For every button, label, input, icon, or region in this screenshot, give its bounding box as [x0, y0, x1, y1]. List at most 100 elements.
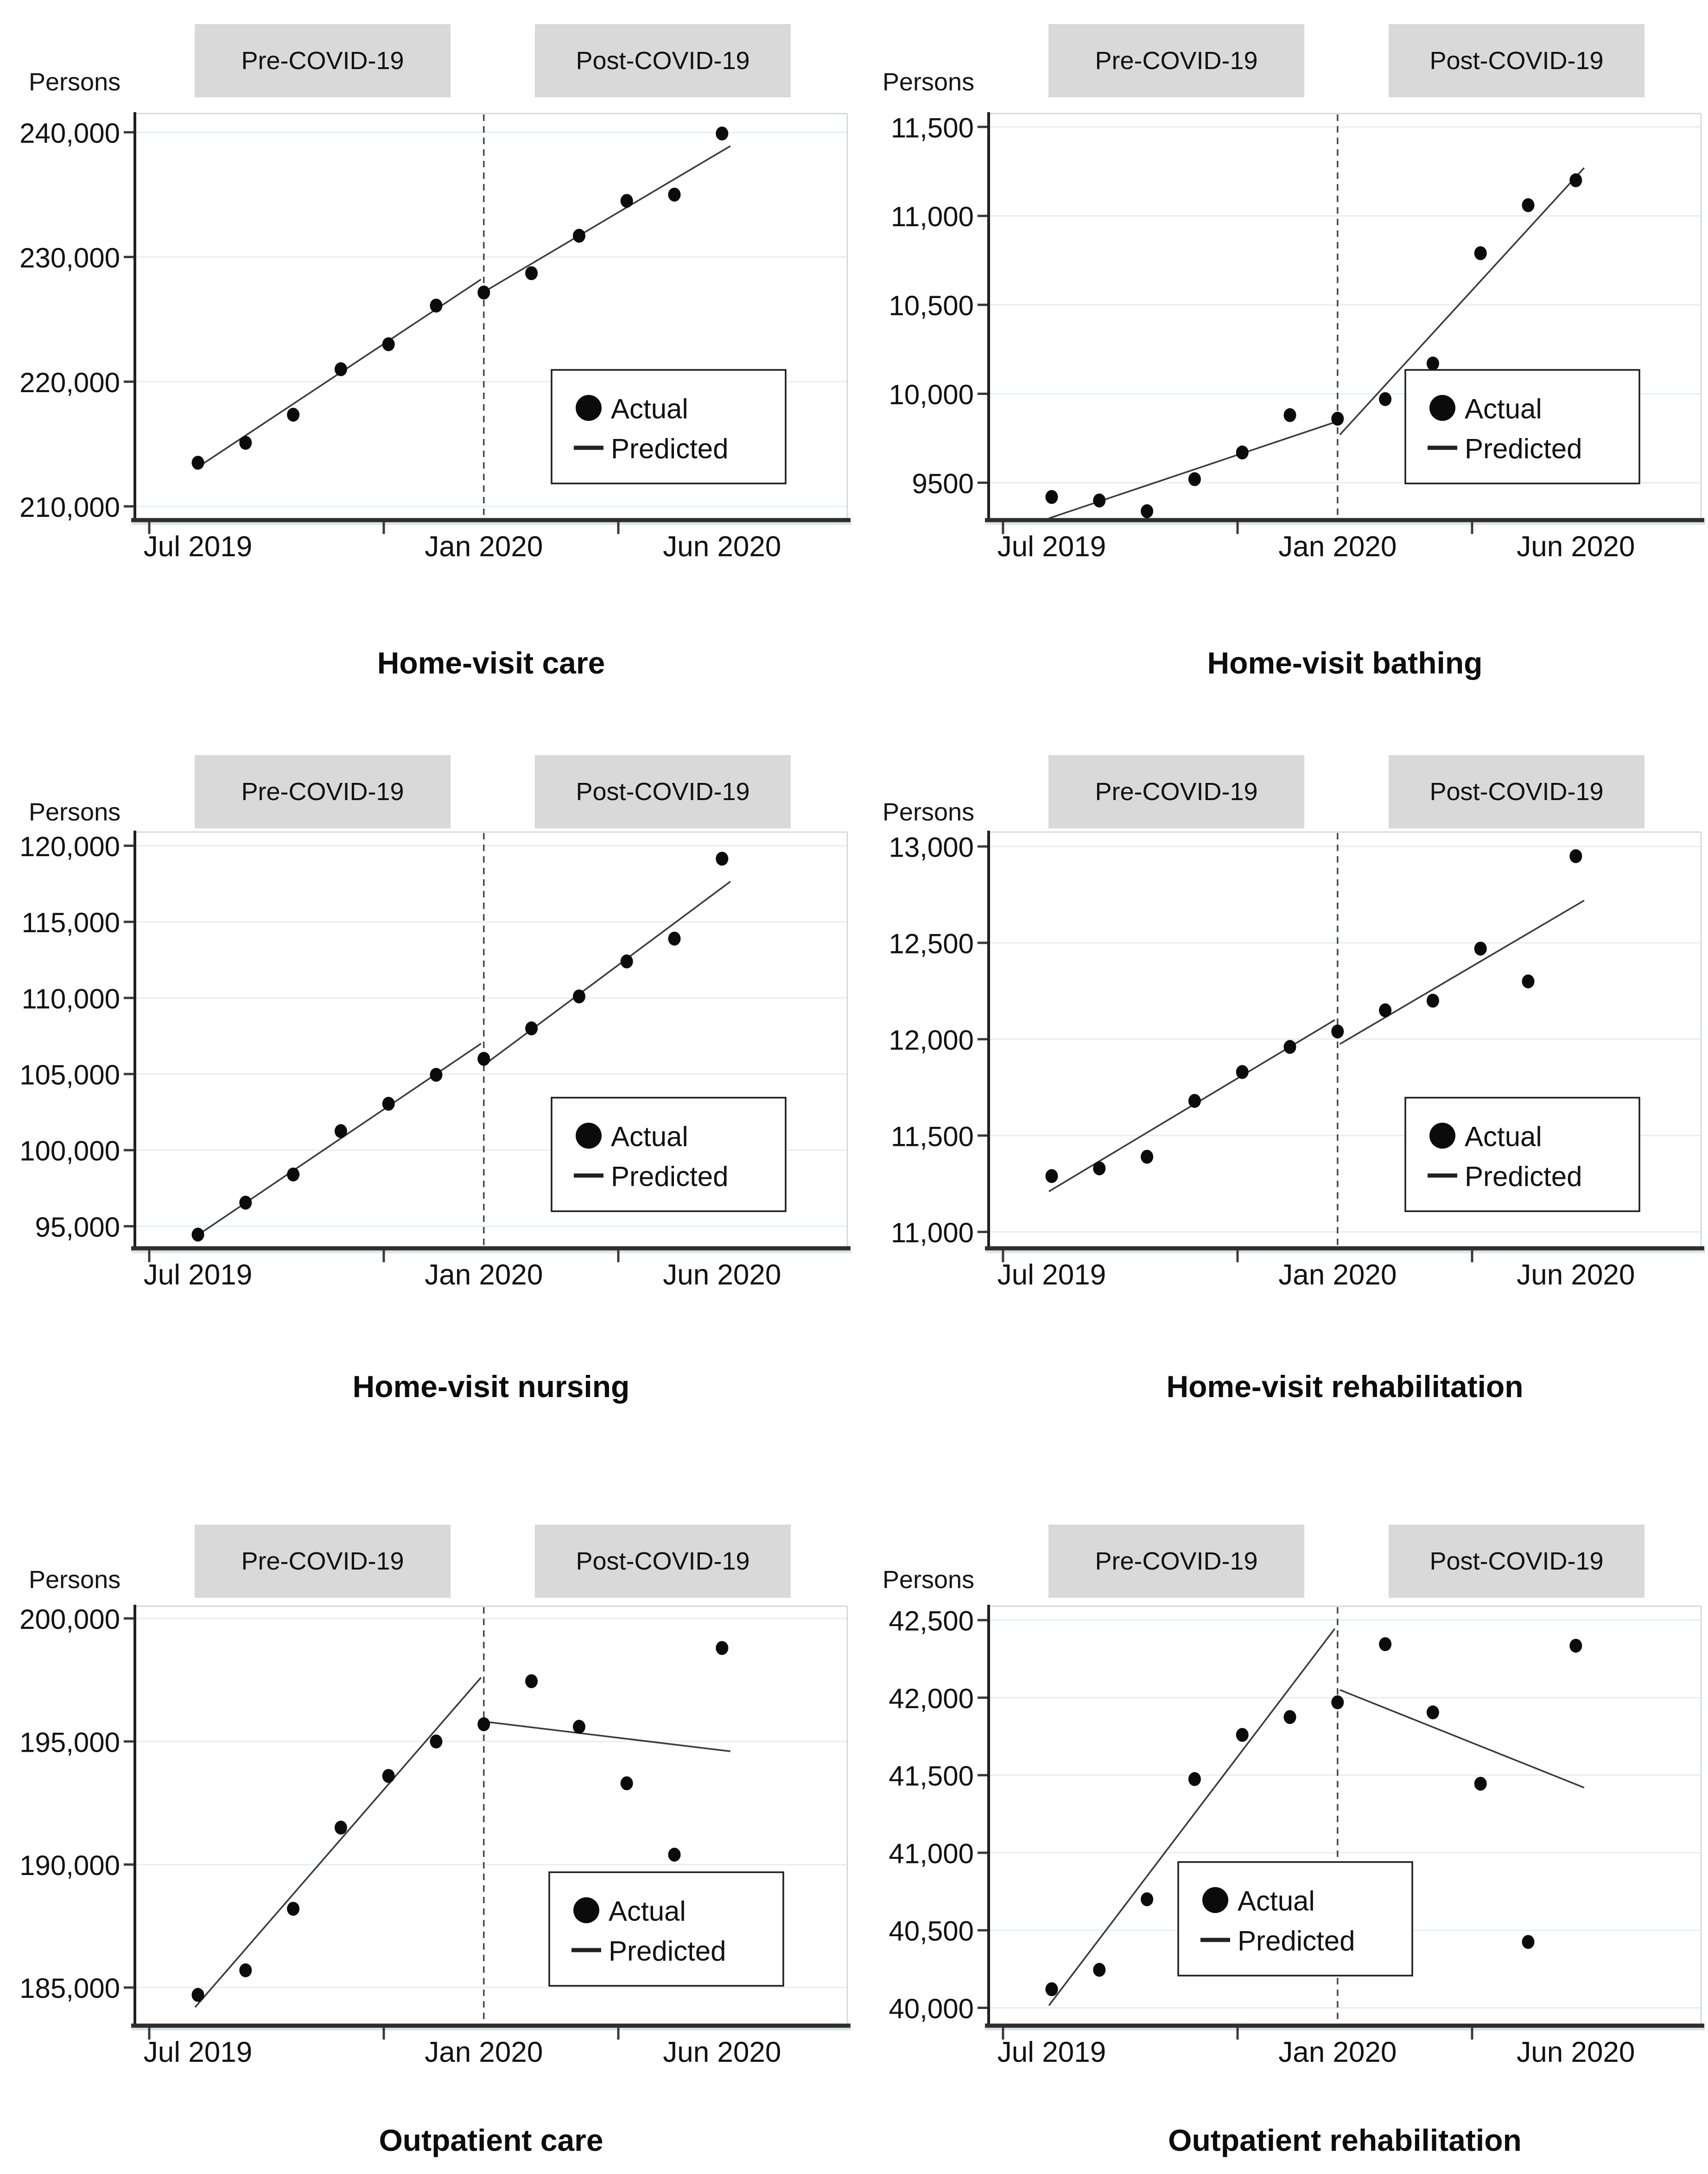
post-covid-period-label: Post-COVID-19 [1389, 24, 1645, 97]
legend-predicted-label: Predicted [611, 433, 728, 464]
actual-data-point [668, 187, 681, 202]
y-tick-label: 185,000 [19, 1973, 120, 2004]
x-tick-label: Jan 2020 [1278, 1259, 1397, 1291]
plot-area: 95,000 100,000 105,000 110,000 115,000 120,00… [19, 831, 851, 1291]
y-axis-unit-label: Persons [883, 68, 975, 96]
predicted-line [1339, 167, 1585, 435]
chart-panel-outpatient-rehabilitation: Persons Pre-COVID-19 Post-COVID-19 40,00… [854, 1449, 1708, 2174]
y-tick-label: 190,000 [19, 1850, 120, 1881]
actual-data-point [1522, 974, 1535, 989]
x-tick-label: Jun 2020 [1517, 531, 1635, 563]
legend-box [1177, 1861, 1413, 1977]
x-tick-label: Jun 2020 [1517, 1259, 1635, 1291]
y-tick-label: 11,500 [891, 112, 974, 143]
y-tick-label: 240,000 [19, 118, 120, 149]
legend-predicted-label: Predicted [611, 1161, 728, 1192]
actual-data-point [1331, 1024, 1344, 1039]
chart-title: Home-visit nursing [352, 1369, 630, 1404]
y-axis-unit-label: Persons [29, 1566, 121, 1594]
actual-data-point [382, 1769, 395, 1783]
actual-data-point [1236, 445, 1249, 460]
predicted-line [485, 145, 731, 292]
chart-panel-outpatient-care: Persons Pre-COVID-19 Post-COVID-19 185,0… [0, 1449, 854, 2174]
x-tick-label: Jan 2020 [1278, 531, 1397, 563]
actual-data-point [1141, 1150, 1154, 1164]
predicted-line [1340, 1689, 1585, 1789]
legend: Actual Predicted [551, 369, 787, 484]
x-axis-shadow [985, 1250, 1705, 1253]
y-tick-label: 42,500 [889, 1606, 974, 1637]
actual-data-point [1426, 356, 1439, 371]
actual-data-point [191, 456, 204, 470]
y-tick-label: 220,000 [19, 367, 120, 398]
actual-data-point [716, 1641, 729, 1655]
actual-data-point [668, 931, 681, 946]
actual-data-point [1522, 198, 1535, 212]
actual-data-point [382, 337, 395, 351]
actual-data-point [1093, 493, 1106, 508]
predicted-line [1048, 1628, 1336, 2006]
actual-data-point [716, 127, 729, 141]
legend-actual-marker [576, 1123, 602, 1149]
actual-data-point [191, 1988, 204, 2002]
chart-title: Outpatient care [379, 2123, 603, 2157]
actual-data-point [1426, 1705, 1439, 1720]
legend-box [1404, 369, 1640, 484]
plot-area: 9500 10,000 10,500 11,000 11,500 Jul 2019 Jan … [889, 112, 1705, 563]
x-tick-label: Jan 2020 [425, 531, 543, 563]
legend-actual-label: Actual [1465, 394, 1542, 425]
actual-data-point [1331, 412, 1344, 426]
plot-area: 40,000 40,500 41,000 41,500 42,000 42,500 Jul … [889, 1605, 1705, 2068]
y-tick-label: 41,500 [889, 1761, 974, 1792]
actual-data-point [287, 1167, 300, 1182]
actual-data-point [430, 1734, 443, 1748]
y-axis-unit-label: Persons [29, 68, 121, 96]
predicted-line [1048, 421, 1335, 519]
actual-data-point [334, 1124, 347, 1138]
y-tick-label: 40,500 [889, 1916, 974, 1947]
legend-actual-marker [1429, 1123, 1455, 1149]
y-tick-label: 230,000 [19, 242, 120, 273]
legend-actual-marker [576, 395, 602, 421]
legend-predicted-label: Predicted [1465, 433, 1582, 464]
actual-data-point [1379, 1637, 1392, 1651]
y-tick-label: 11,500 [891, 1121, 974, 1152]
actual-data-point [620, 1776, 633, 1791]
actual-data-point [239, 1963, 252, 1977]
actual-data-point [1093, 1161, 1106, 1176]
actual-data-point [716, 852, 729, 866]
post-covid-period-label: Post-COVID-19 [1389, 755, 1645, 828]
actual-data-point [525, 1674, 538, 1688]
y-axis-unit-label: Persons [883, 1566, 975, 1594]
actual-data-point [1379, 392, 1392, 407]
actual-data-point [1426, 993, 1439, 1008]
actual-data-point [1331, 1695, 1344, 1710]
y-tick-label: 100,000 [19, 1136, 120, 1167]
actual-data-point [239, 436, 252, 450]
legend-predicted-label: Predicted [609, 1936, 726, 1967]
legend: Actual Predicted [548, 1871, 784, 1987]
x-tick-label: Jun 2020 [663, 2036, 781, 2068]
actual-data-point [668, 1848, 681, 1862]
x-tick-label: Jul 2019 [997, 2036, 1106, 2068]
y-tick-label: 120,000 [19, 831, 120, 862]
legend-box [551, 1097, 787, 1212]
legend-actual-label: Actual [1465, 1121, 1542, 1152]
x-tick-label: Jan 2020 [425, 2036, 543, 2068]
x-axis-shadow [132, 522, 851, 525]
actual-data-point [191, 1227, 204, 1242]
plot-area: 185,000 190,000 195,000 200,000 Jul 2019 Jan … [19, 1604, 851, 2068]
actual-data-point [1045, 1169, 1058, 1183]
x-tick-label: Jun 2020 [663, 531, 781, 563]
actual-data-point [1236, 1065, 1249, 1079]
x-tick-label: Jul 2019 [144, 531, 252, 563]
plot-area: 11,000 11,500 12,000 12,500 13,000 Jul 2019 Ja… [889, 831, 1705, 1291]
legend-box [548, 1871, 784, 1987]
legend-actual-marker [1202, 1887, 1228, 1913]
x-tick-label: Jul 2019 [144, 2036, 252, 2068]
y-tick-label: 40,000 [889, 1993, 974, 2024]
y-tick-label: 95,000 [35, 1212, 120, 1243]
legend-box [551, 369, 787, 484]
actual-data-point [1474, 941, 1487, 956]
actual-data-point [620, 954, 633, 969]
